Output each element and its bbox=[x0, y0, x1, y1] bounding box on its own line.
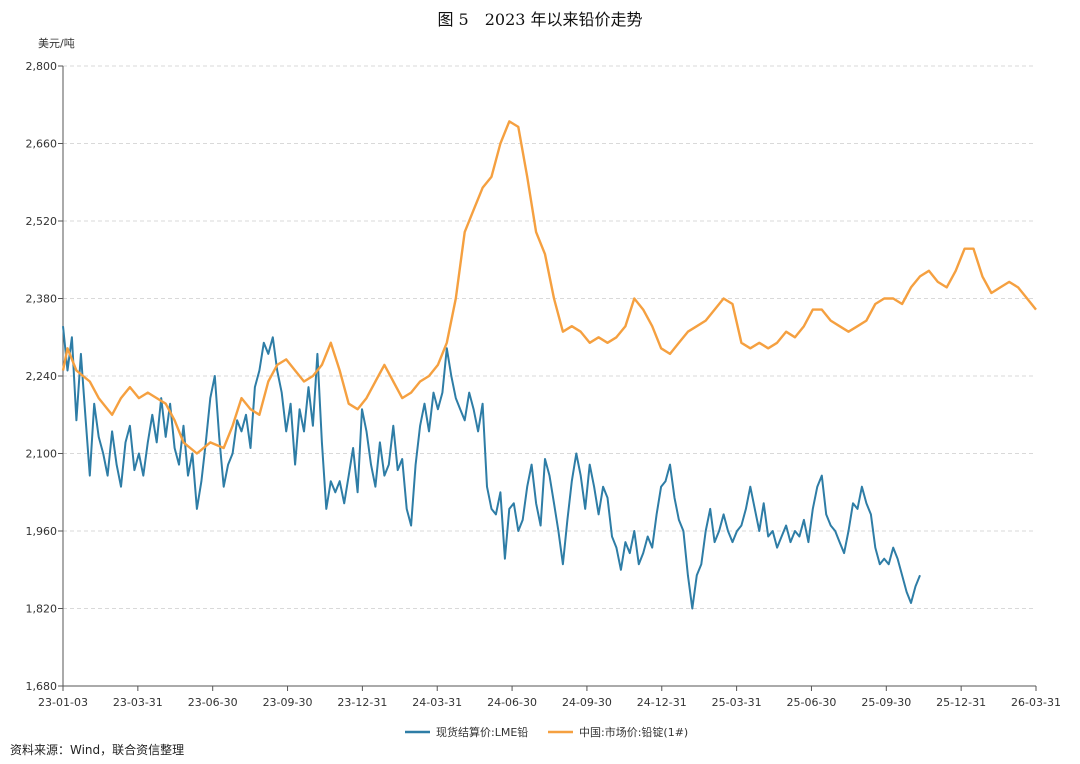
x-tick-labels: 23-01-03 23-03-31 23-06-30 23-09-30 23-12-31… bbox=[38, 696, 1061, 709]
y-tick-label: 2,100 bbox=[26, 448, 58, 461]
series-line-lme bbox=[62, 326, 921, 610]
series-line-china bbox=[61, 120, 1037, 455]
x-tick-label: 24-09-30 bbox=[562, 696, 612, 709]
x-tick-label: 25-06-30 bbox=[786, 696, 836, 709]
y-tick-label: 2,520 bbox=[26, 215, 58, 228]
x-tick-label: 25-09-30 bbox=[861, 696, 911, 709]
y-tick-label: 2,800 bbox=[26, 60, 58, 73]
x-tick-label: 23-09-30 bbox=[263, 696, 313, 709]
legend-label-lme: 现货结算价:LME铅 bbox=[436, 725, 528, 739]
page-title: 图 5 2023 年以来铅价走势 bbox=[437, 10, 643, 29]
x-tick-label: 24-06-30 bbox=[487, 696, 537, 709]
y-tick-label: 2,240 bbox=[26, 370, 58, 383]
x-tick-label: 23-01-03 bbox=[38, 696, 88, 709]
x-tick-label: 23-03-31 bbox=[113, 696, 163, 709]
x-tick-label: 26-03-31 bbox=[1011, 696, 1061, 709]
x-tick-label: 25-12-31 bbox=[936, 696, 986, 709]
axes bbox=[58, 65, 1037, 691]
y-tick-labels: 1,680 1,820 1,960 2,100 2,240 2,380 2,520 2,660… bbox=[26, 60, 58, 693]
legend: 现货结算价:LME铅 中国:市场价:铅锭(1#) bbox=[405, 725, 688, 739]
y-tick-label: 1,960 bbox=[26, 525, 58, 538]
x-tick-label: 23-06-30 bbox=[188, 696, 238, 709]
y-tick-label: 1,820 bbox=[26, 603, 58, 616]
y-tick-label: 1,680 bbox=[26, 680, 58, 693]
x-tick-label: 25-03-31 bbox=[712, 696, 762, 709]
y-axis-unit-label: 美元/吨 bbox=[38, 37, 75, 50]
y-tick-label: 2,380 bbox=[26, 293, 58, 306]
x-tick-label: 24-12-31 bbox=[637, 696, 687, 709]
series-lines bbox=[61, 120, 1037, 610]
x-tick-label: 23-12-31 bbox=[337, 696, 387, 709]
source-note: 资料来源：Wind，联合资信整理 bbox=[10, 743, 185, 757]
y-tick-label: 2,660 bbox=[26, 138, 58, 151]
legend-label-china: 中国:市场价:铅锭(1#) bbox=[579, 725, 688, 739]
x-tick-label: 24-03-31 bbox=[412, 696, 462, 709]
grid-lines bbox=[63, 65, 1036, 609]
